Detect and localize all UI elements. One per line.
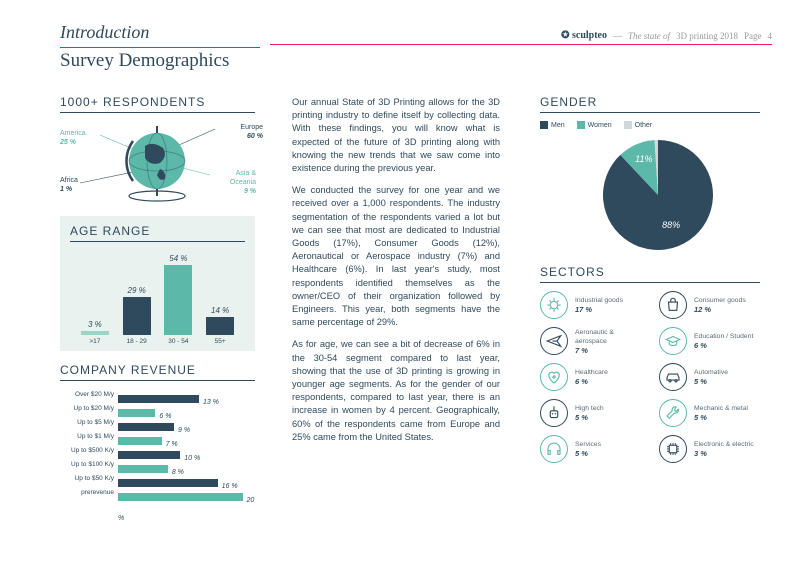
region-label: America25 %: [60, 129, 86, 147]
body-paragraph: Our annual State of 3D Printing allows f…: [292, 96, 500, 175]
page-subtitle: Survey Demographics: [60, 50, 229, 72]
sector-item: Consumer goods12 %: [659, 291, 760, 319]
sector-item: Aeronautic & aerospace7 %: [540, 327, 641, 355]
sector-item: Mechanic & metal5 %: [659, 399, 760, 427]
body-paragraph: We conducted the survey for one year and…: [292, 184, 500, 329]
page-label: Page: [744, 31, 762, 41]
sector-item: Healthcare6 %: [540, 363, 641, 391]
headset-icon: [540, 435, 568, 463]
grad-icon: [659, 327, 687, 355]
sectors-title: SECTORS: [540, 265, 760, 283]
age-range-box: AGE RANGE 3 %>1729 %18 - 2954 %30 - 5414…: [60, 216, 255, 351]
gender-legend: Men Women Other: [540, 121, 760, 129]
gear-icon: [540, 291, 568, 319]
pie-label: 88%: [662, 220, 680, 230]
header-meta: ✪ sculpteo — The state of 3D printing 20…: [561, 30, 772, 41]
revenue-row: prerevenue20 %: [60, 487, 255, 498]
right-column: GENDER Men Women Other 88% 11% SECTORS Indu…: [540, 95, 760, 463]
doc-title-prefix: The state of: [628, 31, 670, 41]
bag-icon: [659, 291, 687, 319]
car-icon: [659, 363, 687, 391]
sectors-grid: Industrial goods17 % Consumer goods12 % Ae…: [540, 291, 760, 463]
gender-pie-chart: 88% 11%: [540, 135, 760, 265]
sector-item: Services5 %: [540, 435, 641, 463]
sector-item: Electronic & electric3 %: [659, 435, 760, 463]
wrench-icon: [659, 399, 687, 427]
body-text-column: Our annual State of 3D Printing allows f…: [292, 96, 500, 453]
section-heading: Introduction: [60, 22, 260, 48]
revenue-title: COMPANY REVENUE: [60, 363, 255, 381]
region-label: Europe60 %: [215, 123, 263, 141]
gender-title: GENDER: [540, 95, 760, 113]
revenue-row: Up to $1 M/y7 %: [60, 431, 255, 442]
globe-chart: America25 %Africa1 %Europe60 %Asia & Oce…: [60, 121, 255, 206]
sector-item: High tech5 %: [540, 399, 641, 427]
robot-icon: [540, 399, 568, 427]
body-paragraph: As for age, we can see a bit of decrease…: [292, 338, 500, 444]
revenue-row: Up to $5 M/y9 %: [60, 417, 255, 428]
region-label: Africa1 %: [60, 176, 78, 194]
revenue-row: Up to $100 K/y8 %: [60, 459, 255, 470]
left-column: 1000+ RESPONDENTS America25 %Africa1 %Eu…: [60, 95, 255, 498]
doc-title: 3D printing 2018: [676, 31, 738, 41]
sector-item: Education / Student6 %: [659, 327, 760, 355]
age-bar: 29 %18 - 29: [119, 286, 155, 345]
respondents-title: 1000+ RESPONDENTS: [60, 95, 255, 113]
revenue-bar-chart: Over $20 M/y13 % Up to $20 M/y6 % Up to $5…: [60, 389, 255, 498]
age-bar: 14 %55+: [202, 306, 238, 345]
revenue-row: Up to $500 K/y10 %: [60, 445, 255, 456]
age-bar: 54 %30 - 54: [160, 254, 196, 345]
revenue-row: Up to $50 K/y16 %: [60, 473, 255, 484]
sector-item: Automative5 %: [659, 363, 760, 391]
chip-icon: [659, 435, 687, 463]
legend-item: Other: [624, 121, 653, 129]
plane-icon: [540, 327, 568, 355]
brand-logo: ✪ sculpteo: [561, 30, 607, 41]
heart-icon: [540, 363, 568, 391]
legend-item: Men: [540, 121, 565, 129]
page-number: 4: [768, 31, 773, 41]
region-label: Asia & Oceania9 %: [208, 169, 256, 196]
header-rule: [270, 44, 772, 45]
legend-item: Women: [577, 121, 612, 129]
revenue-row: Over $20 M/y13 %: [60, 389, 255, 400]
age-bar-chart: 3 %>1729 %18 - 2954 %30 - 5414 %55+: [70, 250, 245, 345]
sector-item: Industrial goods17 %: [540, 291, 641, 319]
revenue-row: Up to $20 M/y6 %: [60, 403, 255, 414]
age-bar: 3 %>17: [77, 320, 113, 345]
pie-label: 11%: [635, 154, 652, 164]
age-title: AGE RANGE: [70, 224, 245, 242]
